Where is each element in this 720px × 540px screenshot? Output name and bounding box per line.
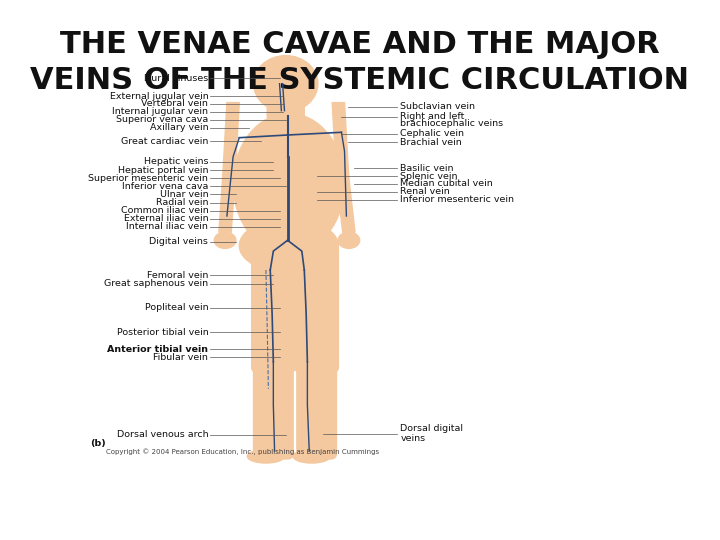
Text: Cephalic vein: Cephalic vein <box>400 130 464 138</box>
Ellipse shape <box>239 219 338 273</box>
Text: Femoral vein: Femoral vein <box>147 271 208 280</box>
Text: Inferior mesenteric vein: Inferior mesenteric vein <box>400 195 514 204</box>
Text: Dorsal digital
veins: Dorsal digital veins <box>400 424 463 443</box>
Polygon shape <box>336 178 355 232</box>
Text: Basilic vein: Basilic vein <box>400 164 454 173</box>
Text: Internal iliac vein: Internal iliac vein <box>127 222 208 231</box>
Polygon shape <box>219 178 235 232</box>
Circle shape <box>253 56 318 112</box>
Text: Brachial vein: Brachial vein <box>400 138 462 146</box>
Text: Subclavian vein: Subclavian vein <box>400 103 475 111</box>
Text: Median cubital vein: Median cubital vein <box>400 179 493 188</box>
Text: Dorsal venous arch: Dorsal venous arch <box>117 430 208 439</box>
Text: Radial vein: Radial vein <box>156 198 208 207</box>
FancyBboxPatch shape <box>252 243 295 373</box>
FancyBboxPatch shape <box>253 356 293 459</box>
Text: Vertebral vein: Vertebral vein <box>141 99 208 108</box>
Ellipse shape <box>233 113 345 254</box>
Text: External jugular vein: External jugular vein <box>109 92 208 100</box>
Ellipse shape <box>338 232 360 248</box>
Text: Digital veins: Digital veins <box>150 238 208 246</box>
Text: Popliteal vein: Popliteal vein <box>145 303 208 312</box>
Text: Hepatic veins: Hepatic veins <box>144 158 208 166</box>
Text: External iliac vein: External iliac vein <box>124 214 208 223</box>
Text: Axillary vein: Axillary vein <box>150 124 208 132</box>
Text: Fibular vein: Fibular vein <box>153 353 208 362</box>
Text: Splenic vein: Splenic vein <box>400 172 458 180</box>
Text: Great saphenous vein: Great saphenous vein <box>104 279 208 288</box>
Text: Inferior vena cava: Inferior vena cava <box>122 182 208 191</box>
Text: Great cardiac vein: Great cardiac vein <box>121 137 208 146</box>
FancyBboxPatch shape <box>297 356 336 459</box>
Text: Dural sinuses: Dural sinuses <box>144 74 208 83</box>
Ellipse shape <box>215 232 236 248</box>
Text: Superior vena cava: Superior vena cava <box>116 116 208 124</box>
Text: Internal jugular vein: Internal jugular vein <box>112 107 208 116</box>
FancyBboxPatch shape <box>295 243 338 373</box>
Text: Copyright © 2004 Pearson Education, Inc., publishing as Benjamin Cummings: Copyright © 2004 Pearson Education, Inc.… <box>107 449 379 455</box>
Text: Renal vein: Renal vein <box>400 187 450 196</box>
FancyBboxPatch shape <box>267 81 305 119</box>
Text: THE VENAE CAVAE AND THE MAJOR
VEINS OF THE SYSTEMIC CIRCULATION: THE VENAE CAVAE AND THE MAJOR VEINS OF T… <box>30 30 690 94</box>
Text: Hepatic portal vein: Hepatic portal vein <box>118 166 208 174</box>
Ellipse shape <box>293 449 330 463</box>
Ellipse shape <box>248 449 284 463</box>
Text: Right and left: Right and left <box>400 112 464 120</box>
Text: Ulnar vein: Ulnar vein <box>160 190 208 199</box>
Polygon shape <box>332 103 349 178</box>
Polygon shape <box>222 103 239 178</box>
Text: Superior mesenteric vein: Superior mesenteric vein <box>89 174 208 183</box>
Text: (b): (b) <box>91 440 107 448</box>
Text: Posterior tibial vein: Posterior tibial vein <box>117 328 208 336</box>
Text: brachiocephalic veins: brachiocephalic veins <box>400 119 503 128</box>
Text: Common iliac vein: Common iliac vein <box>120 206 208 215</box>
Text: Anterior tibial vein: Anterior tibial vein <box>107 345 208 354</box>
